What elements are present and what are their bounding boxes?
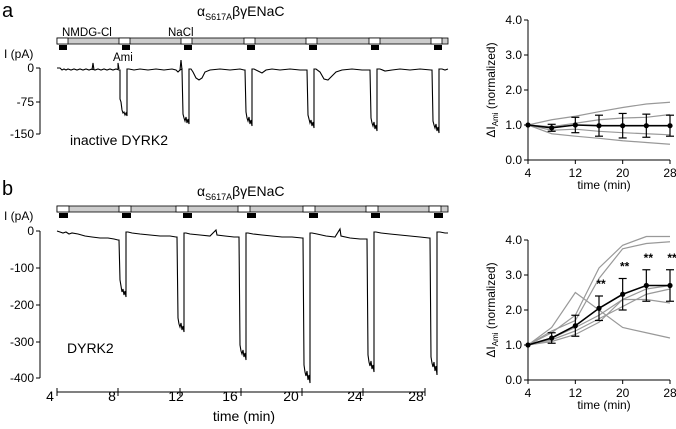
chart-b-ytick-label-0: 0.0 <box>505 373 522 387</box>
panel-b-time-axis <box>56 388 426 396</box>
chart-b-ytick-label-4: 4.0 <box>505 233 522 247</box>
panel-a-tick-75: -75 <box>17 95 35 109</box>
chart-b-xtick-label-2: 20 <box>616 386 630 400</box>
chart-b-individual-line-4 <box>527 241 671 346</box>
panel-a-construct-alpha: α <box>197 3 205 19</box>
panel-a-current-label: I (pA) <box>4 47 33 61</box>
time-tick-16: 16 <box>222 388 238 404</box>
panel-a-tick-150: -150 <box>10 127 34 141</box>
chart-a-mean-point-0 <box>525 122 531 128</box>
chart-b-ylabel: ΔIAmi (normalized) <box>484 262 500 357</box>
time-tick-28: 28 <box>408 388 424 404</box>
chart-b-mean-point-0 <box>525 342 531 348</box>
chart-a-ylabel: ΔIAmi (normalized) <box>484 42 500 137</box>
panel-b-construct-sub: S617A <box>205 192 232 202</box>
label-nmdg-cl: NMDG-Cl <box>62 27 112 39</box>
panel-b-trace: b αS617AβγENaC I (pA) 0 -100 -200 -300 -… <box>2 178 449 424</box>
chart-b-xtick-label-0: 4 <box>525 386 532 400</box>
chart-b-mean-point-2 <box>572 323 578 329</box>
chart-a-ytick-label-3: 3.0 <box>505 48 522 62</box>
chart-b-ytick-label-2: 2.0 <box>505 303 522 317</box>
chart-a-mean-point-1 <box>549 125 555 131</box>
chart-b-mean-point-5 <box>643 282 649 289</box>
panel-a-trace-label: inactive DYRK2 <box>70 132 168 148</box>
chart-a-mean-point-5 <box>643 123 649 129</box>
time-axis-label: time (min) <box>213 408 275 424</box>
chart-a-ytick-label-4: 4.0 <box>505 13 522 27</box>
amiloride-markers-b <box>59 213 443 218</box>
chart-a-mean-point-4 <box>620 123 626 129</box>
chart-a-mean-point-2 <box>572 122 578 128</box>
chart-b-ytick-label-3: 3.0 <box>505 268 522 282</box>
panel-b-trace-label: DYRK2 <box>67 340 114 356</box>
panel-a-trace: a αS617AβγENaC NMDG-Cl NaCl Ami I (pA) 0… <box>2 0 449 148</box>
time-tick-8: 8 <box>108 388 116 404</box>
panel-b-tick-400: -400 <box>10 371 34 385</box>
perfusion-bar-b <box>56 205 449 213</box>
label-nacl: NaCl <box>168 27 194 39</box>
panel-a-current-trace <box>57 59 449 134</box>
chart-b-ytick-label-1: 1.0 <box>505 338 522 352</box>
time-tick-24: 24 <box>347 388 363 404</box>
chart-b-xtick-label-3: 28 <box>663 386 676 400</box>
nmdg-segments-a <box>56 37 443 45</box>
chart-a-mean-point-3 <box>596 123 602 129</box>
chart-a-ytick-label-0: 0.0 <box>505 153 522 167</box>
chart-a-normalized-current: 0.0 1.0 2.0 3.0 4.0 4 12 20 28 time (min) ΔIAmi (n… <box>484 13 676 192</box>
panel-a-construct-rest: βγENaC <box>232 3 284 19</box>
chart-a-mean-point-6 <box>667 123 673 129</box>
label-ami: Ami <box>113 52 133 64</box>
panel-a-construct-title: αS617AβγENaC <box>197 3 285 22</box>
chart-b-mean-point-4 <box>620 291 626 297</box>
panel-b-tick-100: -100 <box>10 261 34 275</box>
panel-a-current-axis <box>36 67 41 135</box>
chart-a-ytick-label-2: 2.0 <box>505 83 522 97</box>
time-tick-20: 20 <box>283 388 299 404</box>
panel-a-construct-sub: S617A <box>205 12 232 22</box>
chart-b-xtick-label-1: 12 <box>569 386 583 400</box>
chart-a-xtick-label-0: 4 <box>525 166 532 180</box>
amiloride-markers-a <box>59 45 442 50</box>
nmdg-segments-b <box>56 205 442 213</box>
chart-b-significance-0: ** <box>596 277 606 291</box>
chart-b-significance-2: ** <box>644 251 654 265</box>
chart-b-mean-point-6 <box>667 282 673 289</box>
panel-b-current-trace <box>56 227 448 384</box>
time-tick-12: 12 <box>168 388 184 404</box>
panel-a-tick-0: 0 <box>27 61 34 75</box>
panel-b-tick-0: 0 <box>27 224 34 238</box>
chart-b-xlabel: time (min) <box>577 398 630 412</box>
chart-a-individual-line-3 <box>527 124 671 145</box>
panel-a-letter: a <box>2 0 14 22</box>
chart-a-xtick-label-1: 12 <box>569 166 583 180</box>
chart-a-xlabel: time (min) <box>577 178 630 192</box>
chart-a-individual-line-0 <box>527 101 671 126</box>
panel-b-tick-300: -300 <box>10 335 34 349</box>
panel-b-tick-200: -200 <box>10 298 34 312</box>
panel-b-construct-title: αS617AβγENaC <box>197 183 285 202</box>
chart-b-significance-3: ** <box>667 251 676 265</box>
chart-b-mean-point-3 <box>596 305 602 311</box>
chart-b-normalized-current: 0.0 1.0 2.0 3.0 4.0 4 12 20 28 time (min) ΔIAmi (n… <box>484 233 676 412</box>
panel-b-construct-alpha: α <box>197 183 205 199</box>
chart-a-xtick-label-3: 28 <box>663 166 676 180</box>
chart-b-mean-point-1 <box>549 335 555 341</box>
panel-b-letter: b <box>2 178 13 200</box>
panel-b-current-axis <box>36 230 41 379</box>
chart-b-significance-1: ** <box>620 260 630 274</box>
chart-a-ytick-label-1: 1.0 <box>505 118 522 132</box>
panel-b-construct-rest: βγENaC <box>232 183 284 199</box>
chart-a-xtick-label-2: 20 <box>616 166 630 180</box>
time-tick-4: 4 <box>46 388 54 404</box>
panel-b-current-label: I (pA) <box>4 209 33 223</box>
